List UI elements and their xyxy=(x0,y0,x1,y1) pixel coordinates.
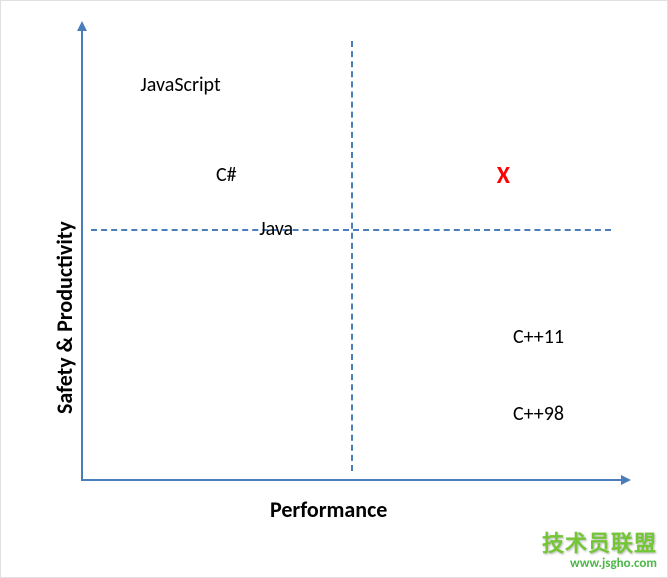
data-point-java: Java xyxy=(259,217,293,241)
x-axis-line xyxy=(81,477,621,481)
watermark-title: 技术员联盟 xyxy=(542,526,657,558)
y-axis-line xyxy=(81,31,85,481)
chart-container: JavaScript C# Java X C++11 C++98 Safety & Pro… xyxy=(0,0,668,578)
watermark-url: www.jsgho.com xyxy=(542,556,657,571)
x-axis-label: Performance xyxy=(270,496,387,523)
watermark: 技术员联盟 www.jsgho.com xyxy=(542,526,657,571)
data-point-javascript: JavaScript xyxy=(140,73,220,97)
data-point-c-: C# xyxy=(216,163,237,187)
data-point-c-11: C++11 xyxy=(513,325,564,349)
data-point-c-98: C++98 xyxy=(513,402,564,426)
plot-area: JavaScript C# Java X C++11 C++98 xyxy=(81,31,621,481)
y-axis-arrow-icon xyxy=(77,21,87,31)
quadrant-vertical-line xyxy=(351,41,353,471)
y-axis-label: Safety & Productivity xyxy=(51,221,78,414)
data-point-x: X xyxy=(497,161,510,190)
x-axis-arrow-icon xyxy=(621,475,631,485)
